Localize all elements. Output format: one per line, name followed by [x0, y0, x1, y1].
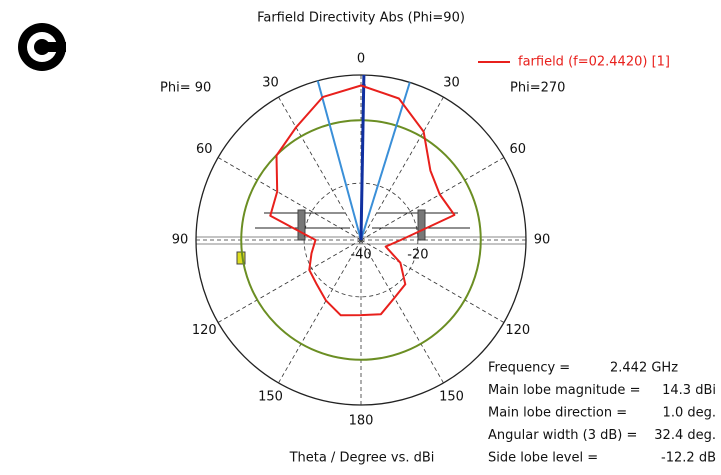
angle-tick-label: 0: [357, 52, 365, 67]
angle-tick-label: 150: [439, 389, 464, 404]
phi-left-label: Phi= 90: [160, 81, 211, 96]
info-value: 1.0 deg.: [663, 406, 716, 421]
beamwidth-line: [360, 82, 411, 241]
pattern-line: [269, 84, 456, 317]
info-label: Frequency =: [488, 361, 570, 376]
main-lobe-direction: [359, 74, 366, 241]
spoke: [278, 239, 362, 384]
angle-tick-label: 90: [534, 233, 551, 248]
side-lobe-level: [240, 119, 482, 361]
r-tick-label: -40: [350, 248, 371, 263]
info-value: 14.3 dBi: [662, 383, 716, 398]
info-value: 32.4 deg.: [654, 428, 716, 443]
spoke: [360, 96, 444, 241]
legend-label: farfield (f=02.4420) [1]: [518, 55, 670, 70]
angle-tick-label: 120: [505, 323, 530, 338]
logo: [18, 23, 66, 71]
spoke: [278, 96, 362, 241]
angle-tick-label: 30: [262, 76, 279, 91]
info-value: -12.2 dB: [661, 451, 716, 466]
angle-tick-label: 180: [349, 414, 374, 429]
angle-tick-label: 30: [443, 76, 460, 91]
spoke: [360, 239, 505, 323]
angle-tick-label: 60: [196, 142, 213, 157]
info-value: 2.442 GHz: [610, 361, 678, 376]
x-axis-label: Theta / Degree vs. dBi: [289, 451, 435, 466]
phi-right-label: Phi=270: [510, 81, 565, 96]
angle-tick-label: 120: [192, 323, 217, 338]
info-label: Angular width (3 dB) =: [488, 428, 637, 443]
r-tick-label: -20: [407, 248, 428, 263]
angle-tick-label: 150: [258, 389, 283, 404]
angle-tick-label: 90: [172, 233, 189, 248]
beamwidth-line: [316, 80, 362, 241]
info-label: Main lobe direction =: [488, 406, 627, 421]
angle-tick-label: 60: [509, 142, 526, 157]
info-label: Main lobe magnitude =: [488, 383, 640, 398]
info-label: Side lobe level =: [488, 451, 598, 466]
chart-title: Farfield Directivity Abs (Phi=90): [257, 11, 465, 26]
spoke: [360, 239, 444, 384]
